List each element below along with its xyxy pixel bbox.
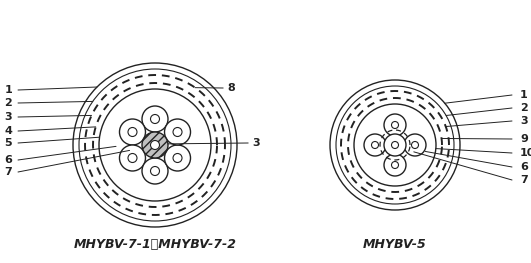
- Circle shape: [412, 141, 418, 149]
- Text: 4: 4: [4, 126, 12, 136]
- Circle shape: [173, 154, 182, 163]
- Text: MHYBV-5: MHYBV-5: [363, 239, 427, 251]
- Circle shape: [173, 128, 182, 136]
- Circle shape: [150, 140, 159, 149]
- Text: 7: 7: [4, 167, 12, 177]
- Circle shape: [119, 145, 145, 171]
- Circle shape: [128, 154, 137, 163]
- Circle shape: [391, 122, 398, 129]
- Text: 1: 1: [520, 90, 528, 100]
- Circle shape: [384, 154, 406, 176]
- Text: MHYBV-7-1、MHYBV-7-2: MHYBV-7-1、MHYBV-7-2: [73, 239, 236, 251]
- Text: 10: 10: [520, 148, 531, 158]
- Text: 2: 2: [4, 98, 12, 108]
- Text: 8: 8: [227, 83, 235, 93]
- Text: 3: 3: [252, 138, 260, 148]
- Text: 6: 6: [520, 162, 528, 172]
- Text: 2: 2: [520, 103, 528, 113]
- Circle shape: [404, 134, 426, 156]
- Text: 6: 6: [4, 155, 12, 165]
- Text: 7: 7: [520, 175, 528, 185]
- Circle shape: [165, 145, 191, 171]
- Circle shape: [364, 134, 386, 156]
- Text: 5: 5: [4, 138, 12, 148]
- Circle shape: [165, 119, 191, 145]
- Circle shape: [372, 141, 379, 149]
- Circle shape: [119, 119, 145, 145]
- Circle shape: [142, 158, 168, 184]
- Text: 3: 3: [520, 116, 528, 126]
- Text: 1: 1: [4, 85, 12, 95]
- Circle shape: [128, 128, 137, 136]
- Text: 3: 3: [4, 112, 12, 122]
- Circle shape: [142, 132, 168, 158]
- Circle shape: [150, 114, 159, 124]
- Text: 9: 9: [520, 134, 528, 144]
- Circle shape: [384, 134, 406, 156]
- Circle shape: [391, 161, 398, 169]
- Circle shape: [384, 114, 406, 136]
- Circle shape: [391, 141, 398, 149]
- Circle shape: [142, 106, 168, 132]
- Circle shape: [150, 166, 159, 175]
